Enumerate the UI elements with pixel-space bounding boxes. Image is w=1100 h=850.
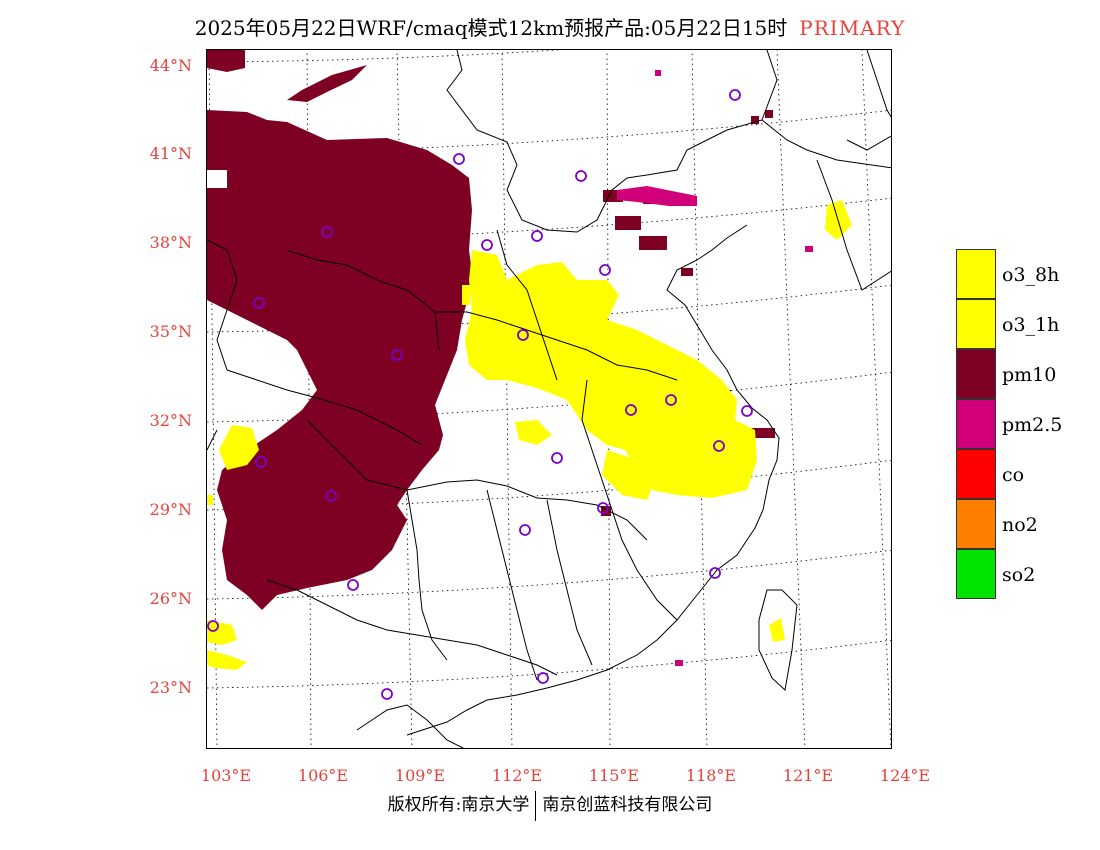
lat-label-29: 29°N bbox=[149, 500, 192, 519]
lon-label-118: 118°E bbox=[685, 766, 737, 785]
copyright-footer: 版权所有:南京大学 南京创蓝科技有限公司 bbox=[0, 790, 1100, 821]
legend-label: o3_1h bbox=[1002, 314, 1060, 336]
legend-label: pm10 bbox=[1002, 364, 1057, 386]
lat-label-41: 41°N bbox=[149, 144, 192, 163]
lon-label-106: 106°E bbox=[297, 766, 349, 785]
lat-label-35: 35°N bbox=[149, 322, 192, 341]
legend-swatch bbox=[956, 349, 996, 399]
lon-label-124: 124°E bbox=[879, 766, 931, 785]
lat-label-38: 38°N bbox=[149, 233, 192, 252]
legend-label: o3_8h bbox=[1002, 264, 1060, 286]
forecast-map bbox=[206, 49, 892, 749]
station-markers bbox=[207, 89, 753, 700]
o3-overlay bbox=[207, 200, 852, 670]
lat-label-26: 26°N bbox=[149, 589, 192, 608]
legend-swatch bbox=[956, 549, 996, 599]
legend-label: pm2.5 bbox=[1002, 414, 1063, 436]
lon-label-103: 103°E bbox=[200, 766, 252, 785]
lat-label-23: 23°N bbox=[149, 678, 192, 697]
lat-label-44: 44°N bbox=[149, 56, 192, 75]
boundary-lines bbox=[207, 50, 891, 748]
lon-label-112: 112°E bbox=[491, 766, 543, 785]
legend-swatch bbox=[956, 399, 996, 449]
footer-divider bbox=[535, 790, 537, 821]
pm25-overlay bbox=[617, 70, 813, 666]
legend-label: so2 bbox=[1002, 564, 1036, 586]
lon-label-121: 121°E bbox=[782, 766, 834, 785]
lat-label-32: 32°N bbox=[149, 411, 192, 430]
primary-tag: PRIMARY bbox=[799, 16, 906, 40]
map-canvas bbox=[207, 50, 891, 748]
title-text: 2025年05月22日WRF/cmaq模式12km预报产品:05月22日15时 bbox=[194, 16, 788, 40]
legend-swatch bbox=[956, 499, 996, 549]
pm10-overlay bbox=[207, 50, 775, 610]
legend-swatch bbox=[956, 449, 996, 499]
legend-label: no2 bbox=[1002, 514, 1038, 536]
lon-label-115: 115°E bbox=[588, 766, 640, 785]
legend-label: co bbox=[1002, 464, 1025, 486]
copyright-left: 版权所有:南京大学 bbox=[387, 795, 530, 815]
legend-swatch bbox=[956, 249, 996, 299]
lon-label-109: 109°E bbox=[394, 766, 446, 785]
legend-swatch bbox=[956, 299, 996, 349]
chart-title: 2025年05月22日WRF/cmaq模式12km预报产品:05月22日15时 P… bbox=[0, 12, 1100, 41]
copyright-right: 南京创蓝科技有限公司 bbox=[542, 795, 713, 815]
